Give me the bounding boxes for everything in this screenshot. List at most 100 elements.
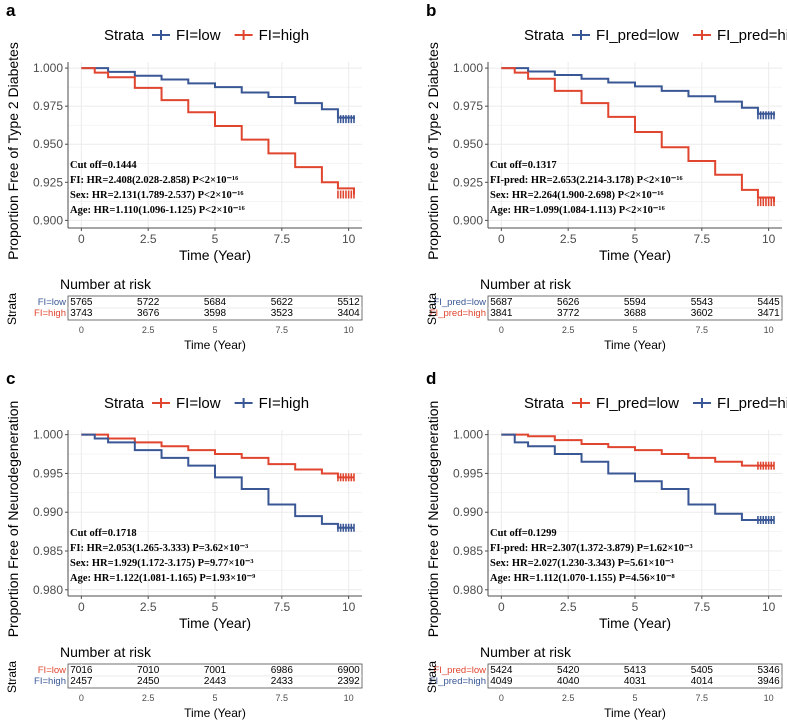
stats-annotation: Cut off=0.1317 FI-pred: HR=2.653(2.214-3.…	[490, 160, 683, 216]
curve-FI_pred=high	[501, 433, 774, 521]
risk-count-0-4: 5346	[758, 665, 781, 676]
risk-count-0-1: 7010	[137, 665, 160, 676]
risk-count-1-1: 2450	[137, 676, 160, 687]
risk-x-tick-label-0: 0	[79, 693, 84, 703]
legend: Strata FI_pred=low FI_pred=high	[524, 395, 787, 412]
risk-x-tick-label-2: 5	[632, 325, 637, 335]
risk-count-1-2: 4031	[624, 676, 647, 687]
x-axis-title: Time (Year)	[179, 615, 251, 631]
x-tick-label-0: 0	[78, 232, 85, 246]
y-tick-label-0: 0.980	[453, 583, 483, 597]
risk-count-1-1: 4040	[557, 676, 580, 687]
hr-text-1: FI-pred: HR=2.307(1.372-3.879) P=1.62×10…	[490, 543, 693, 554]
risk-table: Number at risk FI=low 7016 7010 7001 6986 6900…	[5, 644, 363, 720]
risk-count-1-2: 3598	[204, 308, 227, 319]
risk-count-1-3: 2433	[271, 676, 294, 687]
risk-x-tick-label-3: 7.5	[696, 693, 709, 703]
risk-row-label-1: FI_pred=high	[430, 308, 486, 319]
risk-count-1-3: 3523	[271, 308, 294, 319]
risk-row-label-1: FI_pred=high	[430, 676, 486, 687]
risk-count-1-2: 2443	[204, 676, 227, 687]
hr-text-3: Age: HR=1.110(1.096-1.125) P<2×10⁻¹⁶	[70, 205, 245, 216]
risk-count-0-3: 5622	[271, 297, 294, 308]
hr-text-1: FI-pred: HR=2.653(2.214-3.178) P<2×10⁻¹⁶	[490, 175, 683, 186]
risk-count-1-1: 3676	[137, 308, 160, 319]
y-tick-label-3: 0.975	[453, 99, 483, 113]
gridlines	[68, 62, 362, 228]
curve-FI_pred=low	[501, 67, 775, 116]
risk-x-tick-label-0: 0	[499, 325, 504, 335]
legend: Strata FI=low FI=high	[104, 395, 309, 412]
risk-x-tick-label-3: 7.5	[276, 325, 289, 335]
risk-y-axis-title: Strata	[425, 661, 439, 693]
curve-FI_pred=high	[501, 67, 775, 203]
hr-text-2: Sex: HR=1.929(1.172-3.175) P=9.77×10⁻³	[70, 558, 254, 569]
risk-x-tick-label-4: 10	[764, 693, 774, 703]
risk-x-axis-title: Time (Year)	[184, 338, 246, 352]
panel-label: a	[6, 1, 16, 20]
risk-count-1-4: 3946	[758, 676, 781, 687]
x-tick-label-3: 7.5	[693, 232, 710, 246]
risk-count-1-2: 3688	[624, 308, 647, 319]
y-axis-title: Proportion Free of Neurodegeneration	[425, 401, 441, 638]
x-axis-title: Time (Year)	[179, 247, 251, 263]
cutoff-text: Cut off=0.1718	[70, 528, 137, 539]
y-tick-label-3: 0.995	[453, 466, 483, 480]
y-tick-label-3: 0.975	[33, 99, 63, 113]
y-tick-label-0: 0.900	[453, 213, 483, 227]
risk-x-tick-label-2: 5	[212, 325, 217, 335]
legend-label-0: FI=low	[176, 395, 221, 412]
risk-table-title: Number at risk	[60, 644, 152, 660]
risk-x-tick-label-2: 5	[212, 693, 217, 703]
risk-count-1-3: 4014	[691, 676, 714, 687]
legend-label-1: FI=high	[259, 395, 309, 412]
risk-count-0-3: 5405	[691, 665, 714, 676]
risk-count-0-0: 5687	[490, 297, 513, 308]
x-tick-label-4: 10	[762, 232, 776, 246]
risk-count-0-4: 5445	[758, 297, 781, 308]
x-tick-label-4: 10	[342, 232, 356, 246]
risk-count-0-0: 5424	[490, 665, 513, 676]
legend-title: Strata	[524, 27, 565, 44]
y-tick-label-0: 0.900	[33, 213, 63, 227]
risk-x-axis-title: Time (Year)	[184, 706, 246, 720]
x-tick-label-4: 10	[342, 600, 356, 614]
stats-annotation: Cut off=0.1299 FI-pred: HR=2.307(1.372-3.…	[490, 528, 693, 584]
x-axis-title: Time (Year)	[599, 247, 671, 263]
risk-count-0-3: 5543	[691, 297, 714, 308]
legend-label-0: FI_pred=low	[596, 395, 679, 412]
risk-table: Number at risk FI=low 5765 5722 5684 5622 5512…	[5, 276, 363, 352]
risk-y-axis-title: Strata	[5, 661, 19, 693]
x-tick-label-0: 0	[78, 600, 85, 614]
x-tick-label-2: 5	[212, 600, 219, 614]
y-tick-label-4: 1.000	[453, 61, 483, 75]
legend-label-1: FI=high	[259, 27, 309, 44]
risk-count-0-1: 5420	[557, 665, 580, 676]
risk-count-0-0: 7016	[70, 665, 93, 676]
risk-count-1-0: 3841	[490, 308, 513, 319]
risk-x-tick-label-3: 7.5	[276, 693, 289, 703]
risk-x-tick-label-0: 0	[79, 325, 84, 335]
risk-count-0-4: 6900	[338, 665, 361, 676]
risk-x-axis-title: Time (Year)	[604, 706, 666, 720]
x-tick-label-0: 0	[498, 600, 505, 614]
legend-label-0: FI_pred=low	[596, 27, 679, 44]
y-tick-label-1: 0.985	[453, 544, 483, 558]
x-tick-label-1: 2.5	[140, 232, 157, 246]
risk-row-label-1: FI=high	[34, 676, 66, 687]
gridlines	[488, 430, 782, 596]
risk-y-axis-title: Strata	[425, 293, 439, 325]
x-tick-label-2: 5	[632, 600, 639, 614]
risk-count-0-1: 5722	[137, 297, 160, 308]
risk-count-0-0: 5765	[70, 297, 93, 308]
risk-count-0-2: 5684	[204, 297, 227, 308]
panel-b: bStrataFI_pred=lowFI_pred=highProportion…	[425, 1, 787, 352]
risk-row-label-0: FI=low	[38, 665, 66, 676]
legend-label-0: FI=low	[176, 27, 221, 44]
risk-x-tick-label-1: 2.5	[562, 693, 575, 703]
y-tick-label-1: 0.925	[33, 175, 63, 189]
curve-FI=high	[81, 67, 355, 195]
x-tick-label-4: 10	[762, 600, 776, 614]
risk-row-label-1: FI=high	[34, 308, 66, 319]
risk-x-tick-label-2: 5	[632, 693, 637, 703]
